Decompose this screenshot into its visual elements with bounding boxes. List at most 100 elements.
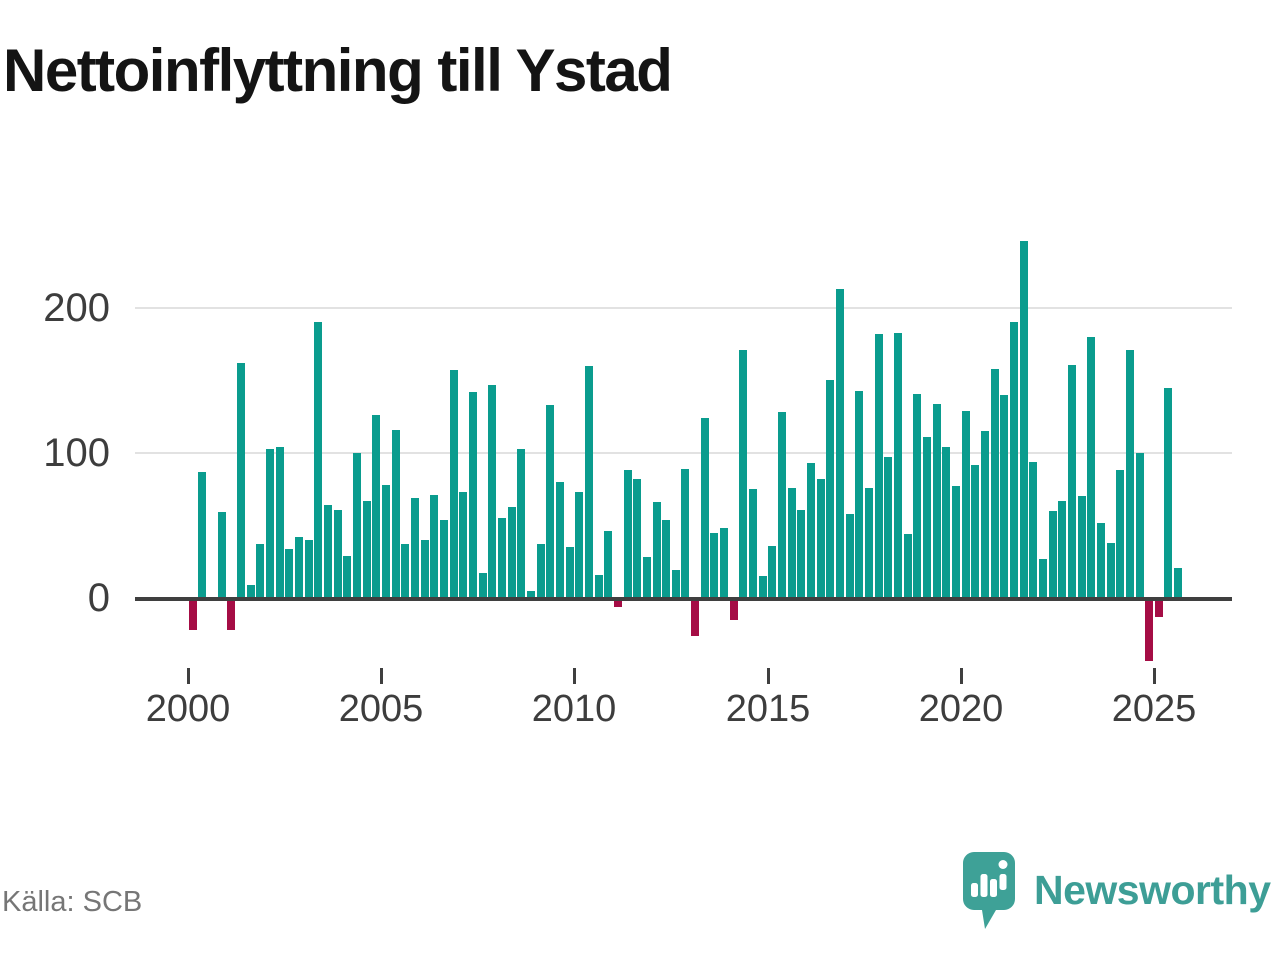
bar-2025Q2 [1164,388,1172,598]
x-tick-2025 [1153,668,1156,684]
bar-2015Q2 [778,412,786,598]
y-axis-label-0: 0 [87,576,110,620]
bar-2011Q3 [633,479,641,598]
bar-2021Q2 [1010,322,1018,598]
x-axis-label-2010: 2010 [531,688,617,730]
bar-2003Q1 [305,540,313,598]
bar-2024Q3 [1136,453,1144,598]
bar-2019Q2 [933,404,941,598]
bar-2017Q1 [846,514,854,598]
y-axis-label-100: 100 [43,431,110,475]
bar-2017Q2 [855,391,863,598]
bar-2013Q4 [720,528,728,598]
bar-2017Q3 [865,488,873,598]
bar-2015Q1 [768,546,776,598]
newsworthy-bubble-chart-icon [963,852,1015,929]
bar-2023Q2 [1087,337,1095,598]
bar-2007Q1 [459,492,467,598]
bar-2009Q4 [566,547,574,598]
source-note: Källa: SCB [2,886,143,918]
bar-2014Q1 [730,600,738,620]
bar-2005Q3 [401,544,409,598]
bar-2009Q2 [546,405,554,598]
bar-2001Q3 [247,585,255,598]
bar-2023Q1 [1078,496,1086,598]
bar-2020Q1 [962,411,970,598]
bar-2021Q1 [1000,395,1008,598]
bar-2003Q3 [324,505,332,598]
x-axis-label-2025: 2025 [1111,688,1197,730]
x-axis-label-2005: 2005 [338,688,424,730]
bar-2014Q3 [749,489,757,598]
bar-2011Q1 [614,600,622,607]
bar-2009Q3 [556,482,564,598]
bar-2013Q1 [691,600,699,636]
x-tick-2000 [187,668,190,684]
bar-2008Q2 [508,507,516,598]
bar-2006Q2 [430,495,438,598]
bar-2008Q3 [517,449,525,598]
bar-2010Q2 [585,366,593,598]
bar-2018Q1 [884,457,892,598]
bar-2012Q1 [653,502,661,598]
bar-2016Q1 [807,463,815,598]
bar-2007Q2 [469,392,477,598]
bar-2016Q3 [826,380,834,598]
bar-2010Q1 [575,492,583,598]
bar-2016Q2 [817,479,825,598]
bar-2011Q4 [643,557,651,598]
bar-2024Q1 [1116,470,1124,598]
bar-2013Q3 [710,533,718,598]
bar-2012Q3 [672,570,680,598]
bar-2006Q4 [450,370,458,598]
chart-title: Nettoinflyttning till Ystad [3,37,673,104]
bar-2004Q4 [372,415,380,598]
bar-2017Q4 [875,334,883,598]
bar-2005Q1 [382,485,390,598]
bar-2018Q4 [913,394,921,598]
bar-2011Q2 [624,470,632,598]
bar-2000Q2 [198,472,206,598]
bar-2001Q2 [237,363,245,598]
bar-2001Q1 [227,600,235,630]
bar-2002Q3 [285,549,293,598]
bar-2004Q3 [363,501,371,598]
x-tick-2020 [960,668,963,684]
bar-2018Q2 [894,333,902,598]
brand-name: Newsworthy [1034,867,1271,913]
bar-2005Q4 [411,498,419,598]
bar-2018Q3 [904,534,912,598]
y-axis-label-200: 200 [43,286,110,330]
x-axis-label-2000: 2000 [145,688,231,730]
x-axis-label-2020: 2020 [918,688,1004,730]
bar-2016Q4 [836,289,844,598]
gridline-100 [135,452,1232,454]
bar-2008Q1 [498,518,506,598]
bar-2015Q4 [797,510,805,598]
bar-2001Q4 [256,544,264,598]
gridline-200 [135,307,1232,309]
bar-2004Q2 [353,453,361,598]
bar-2019Q3 [942,447,950,598]
bar-2023Q4 [1107,543,1115,598]
bar-2023Q3 [1097,523,1105,598]
bar-2007Q4 [488,385,496,598]
bar-2005Q2 [392,430,400,598]
bar-2003Q4 [334,510,342,598]
bar-2014Q2 [739,350,747,598]
bar-2002Q1 [266,449,274,598]
bar-2022Q3 [1058,501,1066,598]
bar-2015Q3 [788,488,796,598]
bar-2020Q4 [991,369,999,598]
x-tick-2015 [767,668,770,684]
bar-2012Q4 [681,469,689,598]
bar-2025Q1 [1155,600,1163,617]
bar-2009Q1 [537,544,545,598]
bar-2002Q2 [276,447,284,598]
bar-2022Q1 [1039,559,1047,598]
bar-2021Q4 [1029,462,1037,598]
bar-2020Q2 [971,465,979,598]
bar-2010Q3 [595,575,603,598]
